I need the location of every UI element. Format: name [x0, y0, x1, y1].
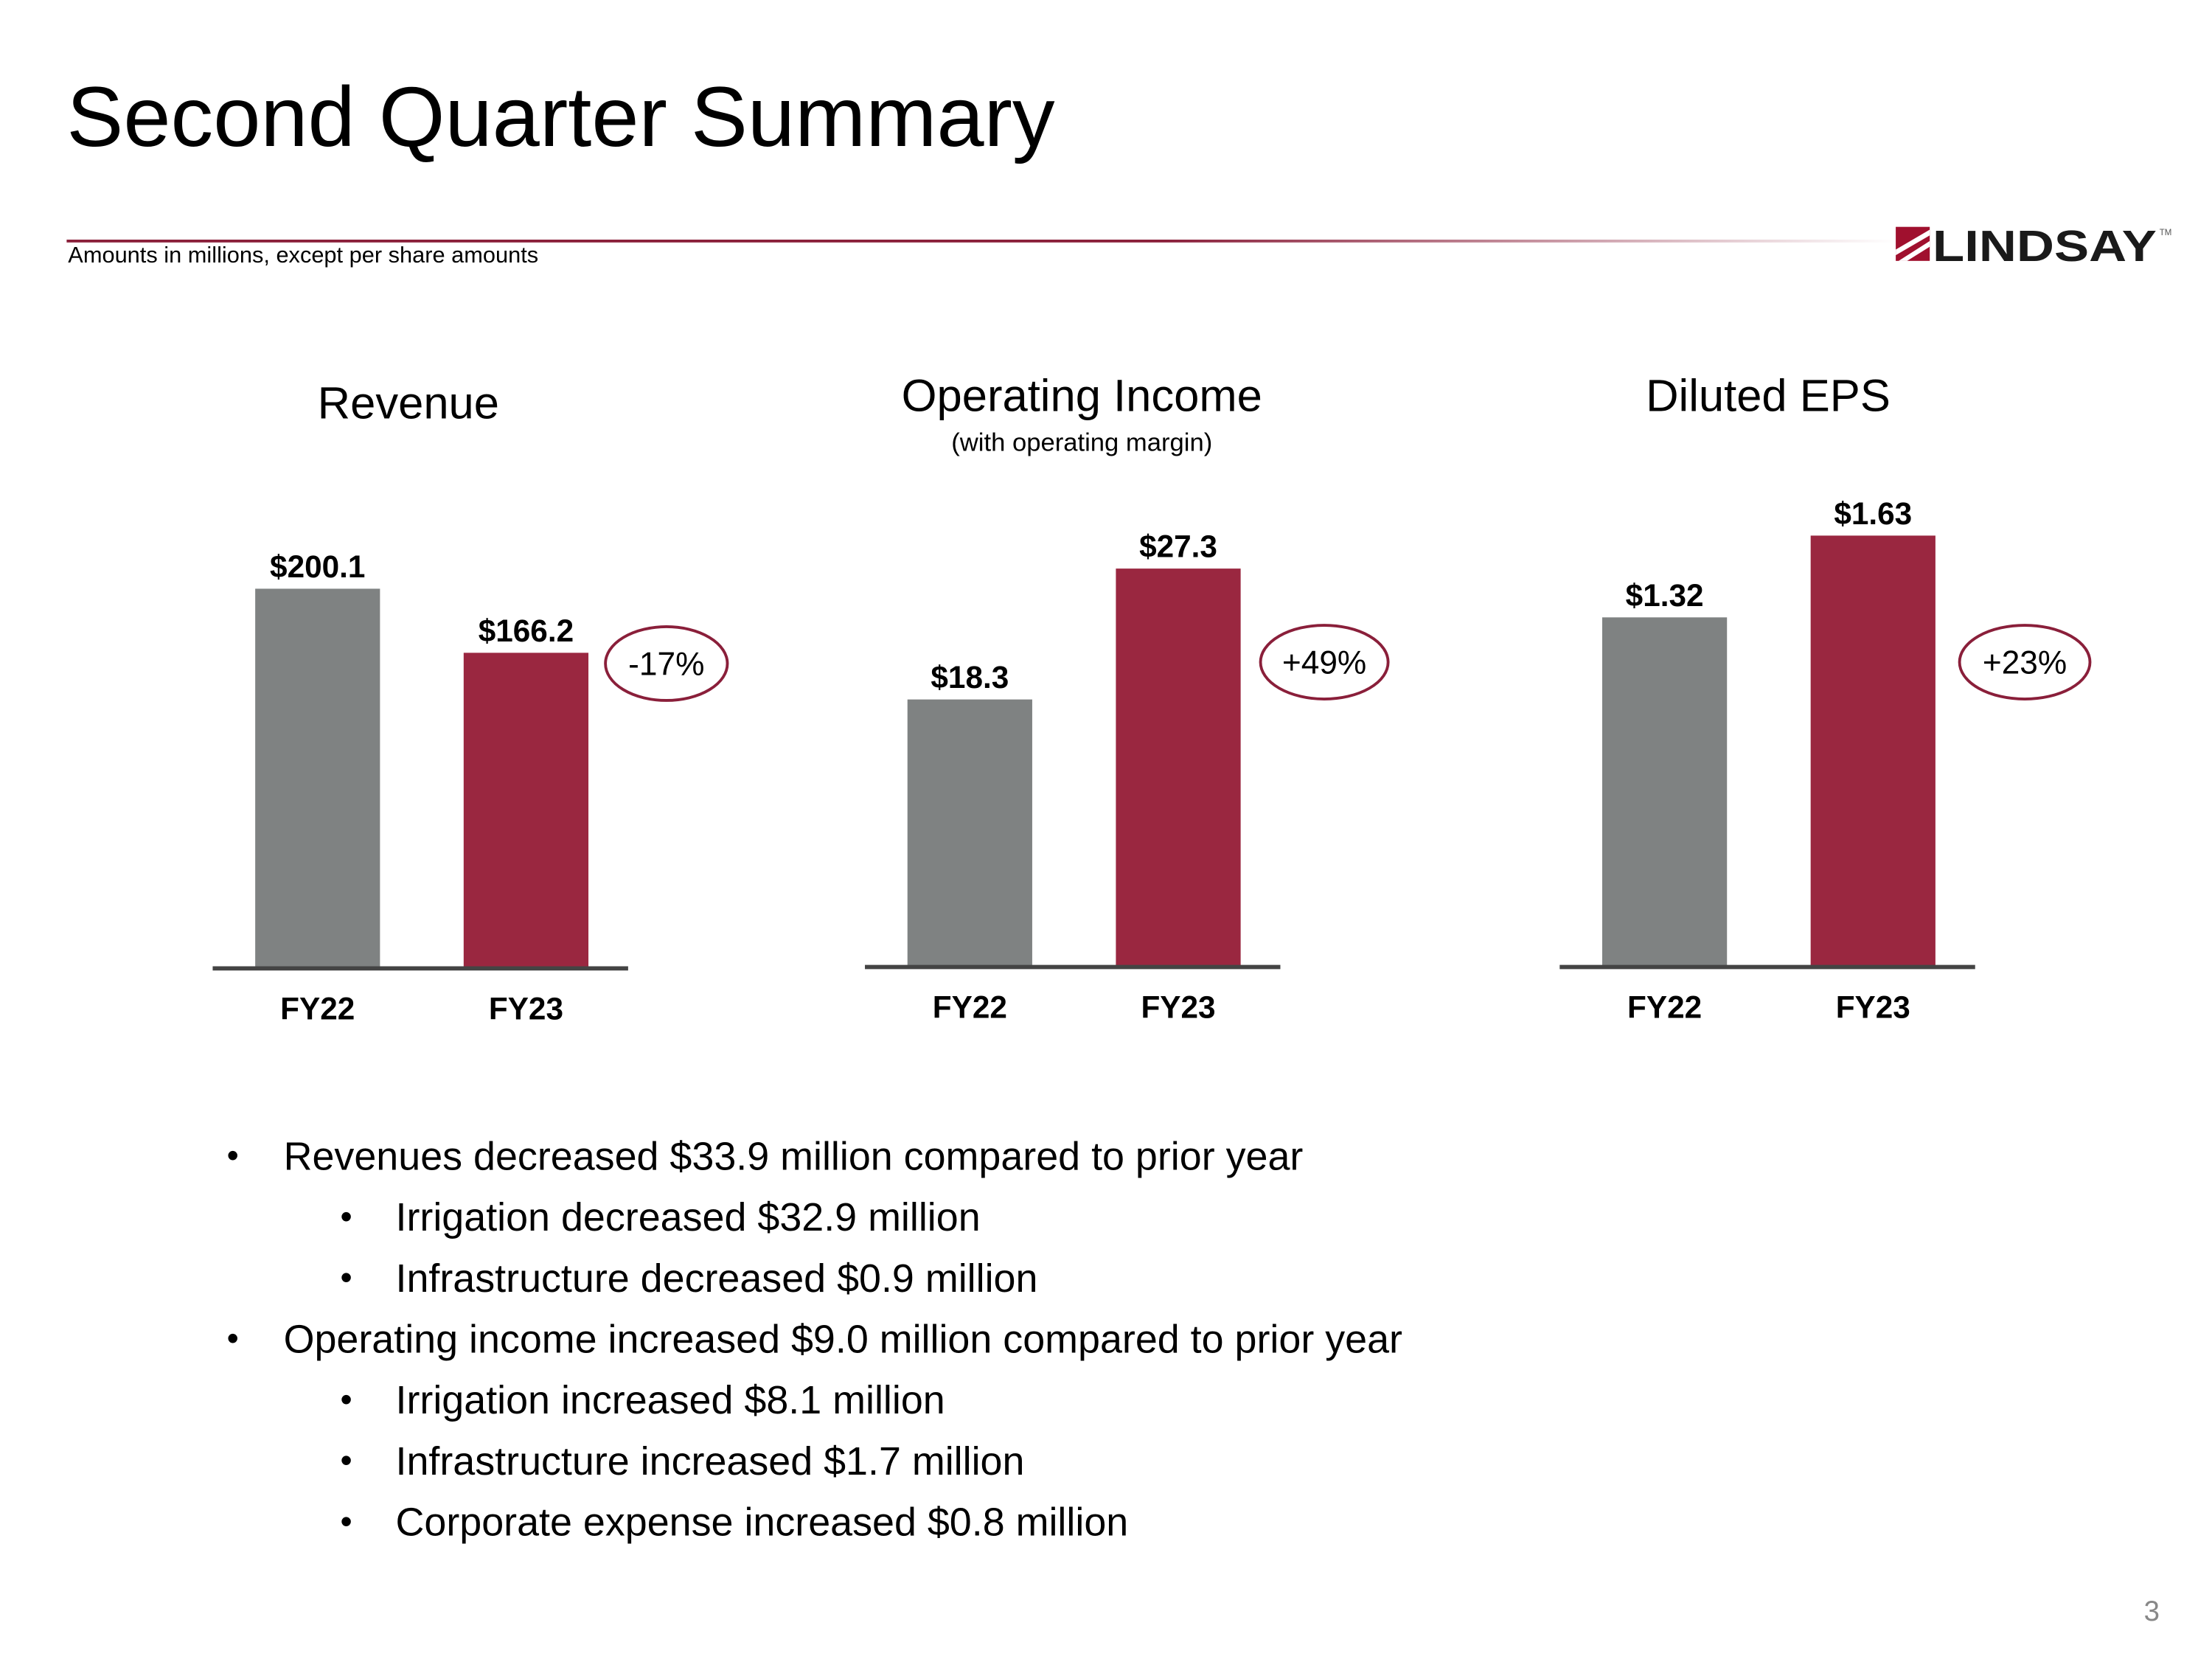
page-title: Second Quarter Summary [66, 69, 1055, 165]
page-number: 3 [2143, 1596, 2160, 1628]
bullet-icon: • [340, 1381, 352, 1419]
bullet-icon: • [340, 1197, 352, 1237]
category-label: FY23 [489, 992, 563, 1026]
header-divider [66, 239, 1896, 243]
change-badge-outline [1958, 624, 2092, 700]
sub-bullet-item: Irrigation increased $8.1 million [395, 1378, 945, 1422]
svg-text:LINDSAY: LINDSAY [1933, 224, 2157, 267]
svg-text:TM: TM [2160, 229, 2172, 237]
sub-bullet-item: Infrastructure decreased $0.9 million [395, 1256, 1038, 1301]
bullet-icon: • [226, 1320, 239, 1359]
bullet-icon: • [226, 1137, 239, 1176]
bar-fy23 [1116, 568, 1241, 966]
bullet-icon: • [340, 1441, 352, 1481]
sub-bullet-item: Corporate expense increased $0.8 million [395, 1500, 1129, 1545]
category-label: FY22 [280, 992, 355, 1026]
chart-subtitle-operating-income: (with operating margin) [951, 428, 1213, 457]
sub-bullet-item: Irrigation decreased $32.9 million [395, 1195, 981, 1239]
change-badge-outline [604, 625, 729, 702]
bar-fy23 [1810, 535, 1935, 966]
data-label: $18.3 [931, 660, 1009, 695]
bar-fy22 [255, 588, 380, 967]
category-label: FY22 [1627, 990, 1702, 1025]
bullet-icon: • [340, 1503, 352, 1542]
change-badge-label: -17% [628, 646, 704, 682]
chart-title-operating-income: Operating Income [901, 369, 1262, 422]
data-label: $1.63 [1834, 496, 1912, 531]
category-label: FY22 [933, 990, 1007, 1025]
bar-fy23 [463, 653, 589, 967]
data-label: $200.1 [270, 549, 365, 584]
sub-bullet-item: Infrastructure increased $1.7 million [395, 1439, 1025, 1484]
bullet-item: Revenues decreased $33.9 million compare… [283, 1134, 1304, 1179]
category-label: FY23 [1836, 990, 1910, 1025]
amounts-note: Amounts in millions, except per share am… [68, 243, 539, 268]
chart-title-diluted-eps: Diluted EPS [1646, 369, 1891, 422]
change-badge-label: +23% [1983, 644, 2067, 681]
lindsay-logo: LINDSAY TM [1896, 224, 2172, 267]
bar-fy22 [907, 699, 1032, 966]
change-badge-label: +49% [1282, 644, 1366, 681]
chart-title-revenue: Revenue [317, 377, 499, 428]
data-label: $1.32 [1626, 578, 1704, 613]
category-label: FY23 [1141, 990, 1215, 1025]
data-label: $166.2 [479, 613, 574, 648]
change-badge-outline [1259, 624, 1390, 700]
data-label: $27.3 [1139, 529, 1217, 564]
bullet-item: Operating income increased $9.0 million … [283, 1317, 1402, 1362]
bullet-icon: • [340, 1259, 352, 1298]
bar-fy22 [1601, 617, 1728, 966]
